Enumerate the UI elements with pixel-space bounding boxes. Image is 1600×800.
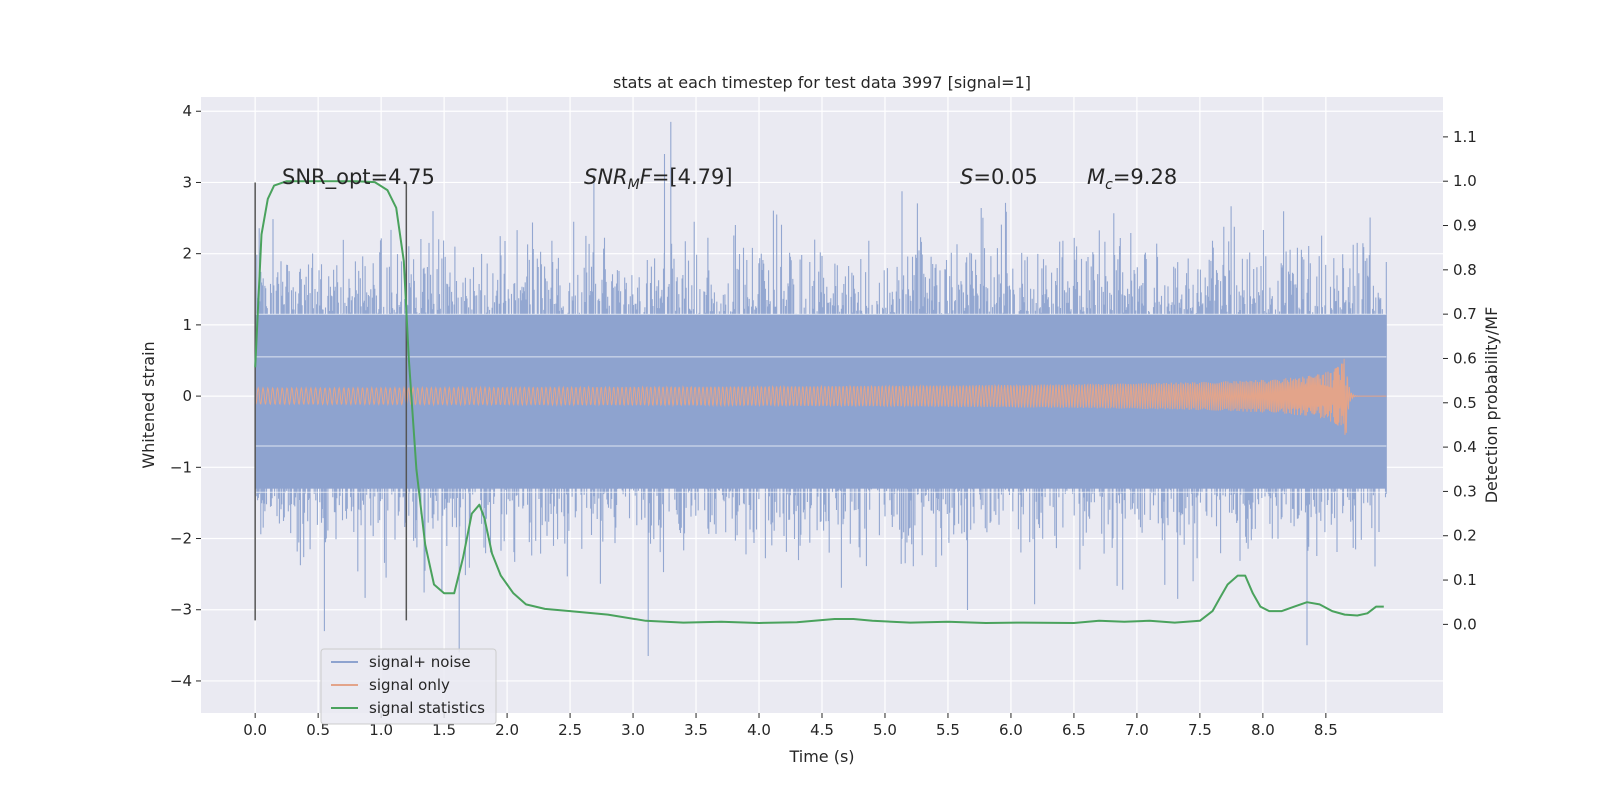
y-right-tick-label: 1.1 [1453, 128, 1477, 146]
x-tick-label: 2.0 [495, 721, 519, 739]
mc-symbol: M [1087, 165, 1105, 189]
x-tick-label: 6.5 [1062, 721, 1086, 739]
x-tick-label: 4.0 [747, 721, 771, 739]
x-tick-label: 2.5 [558, 721, 582, 739]
signal-only-line [254, 358, 1387, 435]
mc-annotation: Mc=9.28 [1087, 165, 1177, 193]
snr-mf-subscript: M [628, 177, 640, 193]
y-right-tick-label: 0.8 [1453, 261, 1477, 279]
y-right-tick-label: 0.4 [1453, 438, 1477, 456]
x-tick-label: 5.0 [873, 721, 897, 739]
y-right-tick-label: 1.0 [1453, 172, 1477, 190]
legend-label-signal-statistics: signal statistics [369, 699, 485, 717]
y-left-tick-label: −3 [170, 601, 192, 619]
s-symbol: S [960, 165, 973, 189]
y-axis-left-ticks: 4 3 2 1 0 −1 −2 −3 −4 [170, 102, 201, 690]
window-markers [254, 182, 408, 621]
y-left-tick-label: 3 [182, 173, 192, 191]
y-axis-right-label: Detection probability/MF [1482, 307, 1501, 504]
mc-value: =9.28 [1113, 165, 1177, 189]
x-tick-label: 6.0 [999, 721, 1023, 739]
x-tick-label: 0.5 [306, 721, 330, 739]
x-axis-label: Time (s) [788, 747, 854, 766]
x-tick-label: 0.0 [243, 721, 267, 739]
y-right-tick-label: 0.9 [1453, 217, 1477, 235]
y-right-tick-label: 0.6 [1453, 349, 1477, 367]
chart-title: stats at each timestep for test data 399… [613, 73, 1031, 92]
snr-mf-annotation: SNRMF=[4.79] [584, 165, 733, 193]
signal-only-series [254, 358, 1387, 435]
legend: signal+ noise signal only signal statist… [320, 648, 497, 725]
snr-mf-value: =[4.79] [652, 165, 733, 189]
y-left-tick-label: −1 [170, 458, 192, 476]
y-right-tick-label: 0.0 [1453, 615, 1477, 633]
y-right-tick-label: 0.5 [1453, 394, 1477, 412]
y-right-tick-label: 0.3 [1453, 482, 1477, 500]
legend-box [320, 648, 497, 725]
x-tick-label: 8.5 [1314, 721, 1338, 739]
y-left-tick-label: 4 [182, 102, 192, 120]
legend-label-signal-only: signal only [369, 676, 450, 694]
y-left-tick-label: −2 [170, 530, 192, 548]
y-left-tick-label: 1 [182, 316, 192, 334]
mc-subscript: c [1105, 177, 1113, 193]
legend-label-signal-noise: signal+ noise [369, 653, 471, 671]
s-annotation: S=0.05 [960, 165, 1038, 189]
x-tick-label: 1.0 [369, 721, 393, 739]
x-tick-label: 7.0 [1125, 721, 1149, 739]
x-tick-label: 1.5 [432, 721, 456, 739]
x-tick-label: 8.0 [1251, 721, 1275, 739]
y-axis-right-ticks: 1.1 1.0 0.9 0.8 0.7 0.6 0.5 0.4 0.3 0.2 0.1 0.0 [1443, 128, 1477, 633]
y-right-tick-label: 0.7 [1453, 305, 1477, 323]
s-value: =0.05 [973, 165, 1037, 189]
snr-opt-annotation: SNR_opt=4.75 [282, 165, 435, 190]
x-tick-label: 4.5 [810, 721, 834, 739]
snr-mf-symbol: SNR [584, 165, 628, 189]
snr-mf-symbol-f: F [640, 165, 653, 189]
y-axis-left-label: Whitened strain [139, 341, 158, 468]
x-tick-label: 3.5 [684, 721, 708, 739]
x-tick-label: 3.0 [621, 721, 645, 739]
y-right-tick-label: 0.1 [1453, 571, 1477, 589]
y-right-tick-label: 0.2 [1453, 527, 1477, 545]
y-left-tick-label: 0 [182, 387, 192, 405]
x-tick-label: 5.5 [936, 721, 960, 739]
y-left-tick-label: −4 [170, 672, 192, 690]
signal-statistics-line [254, 180, 1384, 624]
signal-statistics-series [254, 180, 1384, 624]
y-left-tick-label: 2 [182, 245, 192, 263]
x-axis-ticks: 0.0 0.5 1.0 1.5 2.0 2.5 3.0 3.5 4.0 4.5 5.0 5.5 6.0 6… [243, 713, 1338, 739]
x-tick-label: 7.5 [1188, 721, 1212, 739]
